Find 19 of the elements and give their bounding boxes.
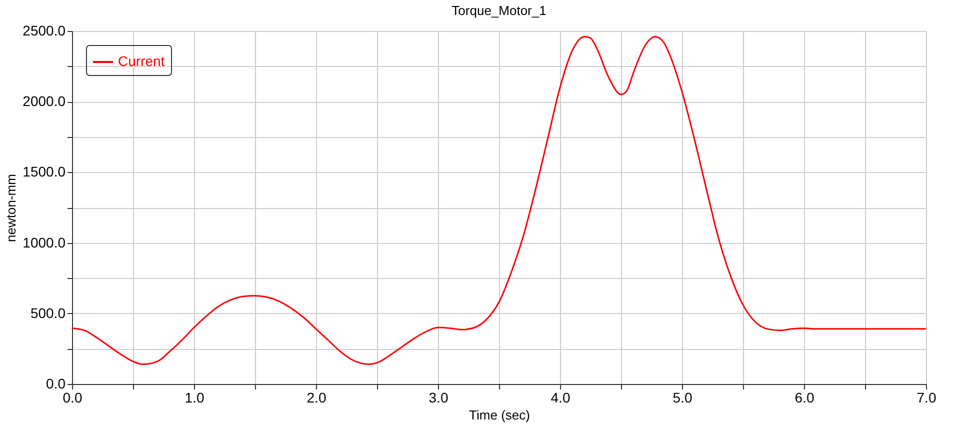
y-tick-label: 2000.0 xyxy=(22,93,66,110)
x-axis-title: Time (sec) xyxy=(469,408,530,422)
y-tick-label: 1500.0 xyxy=(22,164,66,180)
x-tick-label: 2.0 xyxy=(306,390,326,406)
x-tick-label: 7.0 xyxy=(916,390,936,406)
y-tick-label: 500.0 xyxy=(30,304,66,321)
x-tick-label: 3.0 xyxy=(428,390,448,406)
x-tick-label: 0.0 xyxy=(62,390,82,406)
y-tick-label: 1000.0 xyxy=(22,234,66,250)
chart-title: Torque_Motor_1 xyxy=(452,3,546,18)
x-tick-label: 4.0 xyxy=(550,390,570,406)
y-tick-label: 0.0 xyxy=(46,376,66,392)
line-series xyxy=(71,36,927,365)
x-tick-label: 5.0 xyxy=(672,390,692,406)
y-tick-label: 2500.0 xyxy=(22,22,66,38)
y-axis-title: newton-mm xyxy=(4,174,19,242)
legend-label: Current xyxy=(118,53,165,69)
x-tick-label: 1.0 xyxy=(184,390,204,406)
x-tick-label: 6.0 xyxy=(794,390,814,406)
